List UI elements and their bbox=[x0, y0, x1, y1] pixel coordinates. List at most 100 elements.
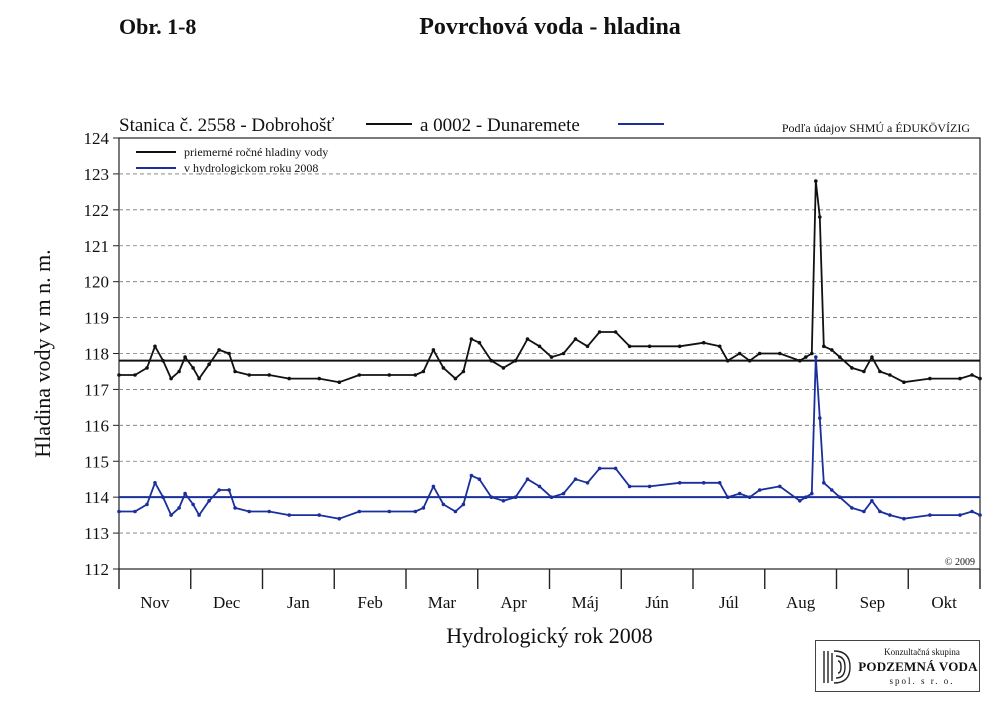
y-tick-label: 119 bbox=[84, 309, 109, 328]
y-tick-label: 121 bbox=[84, 237, 110, 256]
data-point bbox=[387, 373, 392, 377]
y-tick-label: 123 bbox=[84, 165, 110, 184]
data-point bbox=[561, 491, 566, 496]
data-point bbox=[810, 491, 814, 496]
data-point bbox=[585, 481, 590, 485]
data-point bbox=[183, 491, 187, 496]
data-point bbox=[810, 351, 814, 356]
data-point bbox=[970, 509, 974, 514]
data-point bbox=[850, 506, 854, 510]
data-point bbox=[850, 366, 854, 370]
data-point bbox=[247, 373, 251, 377]
x-axis-title: Hydrologický rok 2008 bbox=[446, 623, 653, 648]
data-point bbox=[431, 484, 436, 489]
x-tick-label: Jún bbox=[645, 593, 669, 612]
data-point bbox=[525, 477, 530, 482]
data-point bbox=[453, 509, 458, 514]
data-point bbox=[888, 373, 892, 377]
data-point bbox=[287, 513, 292, 517]
data-point bbox=[489, 358, 494, 363]
data-point bbox=[227, 351, 231, 356]
data-point bbox=[145, 366, 149, 370]
data-point bbox=[169, 513, 173, 517]
data-point bbox=[862, 509, 866, 514]
data-point bbox=[701, 481, 706, 485]
data-point bbox=[830, 348, 834, 352]
y-tick-label: 114 bbox=[84, 488, 109, 507]
x-tick-label: Apr bbox=[500, 593, 527, 612]
data-point bbox=[441, 502, 446, 507]
data-point bbox=[958, 513, 962, 517]
data-point bbox=[413, 509, 418, 514]
data-point bbox=[247, 509, 251, 514]
y-tick-label: 113 bbox=[84, 524, 109, 543]
data-point bbox=[778, 351, 782, 356]
data-point bbox=[133, 509, 137, 514]
data-point bbox=[958, 376, 962, 381]
x-tick-label: Feb bbox=[357, 593, 383, 612]
data-point bbox=[822, 481, 826, 485]
data-point bbox=[191, 502, 195, 507]
data-point bbox=[217, 348, 221, 352]
data-point bbox=[870, 355, 874, 359]
data-point bbox=[677, 481, 682, 485]
data-point bbox=[357, 373, 362, 377]
data-point bbox=[441, 366, 446, 370]
y-axis-title: Hladina vody v m n. m. bbox=[30, 249, 55, 457]
data-point bbox=[970, 373, 974, 377]
data-point bbox=[613, 330, 618, 334]
data-point bbox=[537, 484, 542, 489]
data-point bbox=[804, 355, 808, 359]
data-point bbox=[233, 369, 237, 374]
data-point bbox=[453, 376, 458, 381]
data-point bbox=[337, 380, 342, 385]
x-tick-label: Mar bbox=[428, 593, 457, 612]
data-point bbox=[469, 337, 474, 341]
series-line bbox=[119, 356, 981, 520]
x-tick-label: Dec bbox=[213, 593, 241, 612]
y-tick-label: 124 bbox=[84, 129, 110, 148]
data-point bbox=[613, 466, 618, 471]
data-point bbox=[145, 502, 149, 507]
legend-entry: v hydrologickom roku 2008 bbox=[184, 161, 318, 175]
x-tick-label: Máj bbox=[572, 593, 599, 612]
data-point bbox=[357, 509, 362, 514]
data-point bbox=[818, 416, 822, 420]
data-point bbox=[169, 376, 173, 381]
x-tick-label: Okt bbox=[931, 593, 957, 612]
data-point bbox=[798, 499, 802, 503]
y-tick-label: 115 bbox=[84, 452, 109, 471]
data-point bbox=[798, 358, 802, 363]
data-point bbox=[647, 484, 652, 489]
data-point bbox=[725, 358, 730, 363]
data-point bbox=[647, 344, 652, 349]
data-point bbox=[573, 477, 578, 482]
data-point bbox=[461, 502, 466, 507]
data-point bbox=[978, 513, 982, 517]
logo-top-text: Konzultačná skupina bbox=[884, 647, 960, 657]
copyright-note: © 2009 bbox=[945, 557, 975, 568]
page-title: Povrchová voda - hladina bbox=[419, 14, 681, 40]
x-tick-label: Aug bbox=[786, 593, 816, 612]
data-point bbox=[191, 366, 195, 370]
data-point bbox=[227, 488, 231, 492]
y-tick-label: 120 bbox=[84, 273, 110, 292]
data-point bbox=[177, 369, 181, 374]
y-tick-label: 118 bbox=[84, 345, 109, 364]
data-point bbox=[737, 491, 742, 496]
data-point bbox=[978, 376, 982, 381]
data-point bbox=[117, 509, 121, 514]
data-point bbox=[862, 369, 866, 374]
data-point bbox=[597, 466, 602, 471]
data-point bbox=[549, 495, 554, 500]
data-point bbox=[838, 495, 842, 500]
company-logo: Konzultačná skupina PODZEMNÁ VODA spol. … bbox=[815, 640, 980, 692]
data-point bbox=[161, 495, 165, 500]
data-point bbox=[928, 513, 932, 517]
data-point bbox=[469, 473, 474, 478]
data-point bbox=[501, 499, 506, 503]
y-tick-label: 117 bbox=[84, 380, 109, 399]
data-point bbox=[549, 355, 554, 359]
data-point bbox=[928, 376, 932, 381]
data-point bbox=[317, 376, 322, 381]
